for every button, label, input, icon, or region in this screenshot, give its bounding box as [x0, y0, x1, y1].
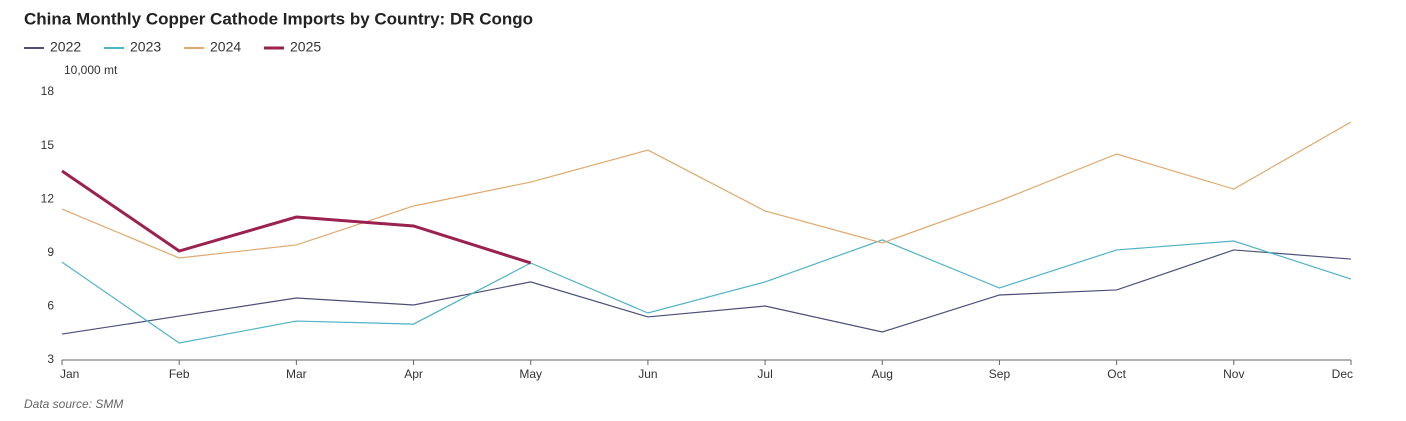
y-tick-label: 12 [41, 191, 55, 205]
line-series [61, 121, 1352, 259]
legend-label: 2025 [290, 39, 321, 55]
line-series [61, 169, 532, 265]
x-tick-label: Nov [1223, 367, 1244, 381]
x-tick-label: Oct [1107, 367, 1126, 381]
x-tick-label: Apr [404, 367, 423, 381]
y-tick-label: 15 [41, 138, 55, 152]
line-series [61, 249, 1352, 335]
x-tick-label: Dec [1332, 367, 1353, 381]
x-tick-label: Jul [757, 367, 772, 381]
y-tick-label: 3 [47, 352, 54, 366]
x-tick-label: Sep [989, 367, 1011, 381]
y-tick-label: 18 [41, 84, 55, 98]
line-series [61, 239, 1352, 344]
y-tick-label: 6 [47, 299, 54, 313]
source-note: Data source: SMM [24, 397, 123, 411]
legend-label: 2023 [130, 39, 161, 55]
legend-label: 2022 [50, 39, 81, 55]
x-tick-label: Mar [286, 367, 307, 381]
x-tick-label: Aug [872, 367, 893, 381]
x-tick-label: May [519, 367, 542, 381]
y-tick-label: 9 [47, 245, 54, 259]
x-tick-label: Jan [60, 367, 79, 381]
legend-label: 2024 [210, 39, 241, 55]
chart-title: China Monthly Copper Cathode Imports by … [24, 9, 533, 28]
x-tick-label: Jun [638, 367, 657, 381]
y-axis-label: 10,000 mt [64, 63, 118, 77]
x-tick-label: Feb [169, 367, 190, 381]
